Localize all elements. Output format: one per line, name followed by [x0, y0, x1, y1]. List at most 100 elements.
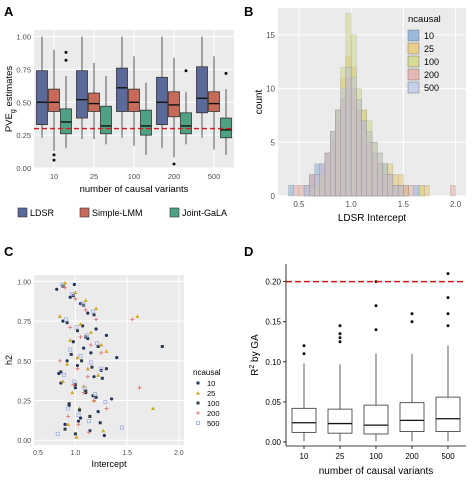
x-tick-label: 200: [168, 172, 181, 181]
scatter-point-500: [119, 425, 124, 430]
scatter-point-200: [104, 406, 109, 411]
x-tick-label: 100: [128, 172, 141, 181]
y-tick-label: 0.10: [265, 358, 281, 367]
y-axis-label-rest: by GA: [250, 334, 261, 365]
scatter-point-100: [92, 313, 96, 317]
histogram-bar-500: [382, 163, 388, 197]
box-outlier: [338, 340, 342, 344]
scatter-point-200: [81, 390, 86, 395]
scatter-point-10: [86, 311, 90, 315]
histogram-bar-500: [335, 109, 341, 197]
scatter-point-100: [78, 408, 82, 412]
box-outlier: [172, 162, 176, 166]
scatter-point-100: [59, 370, 63, 374]
y-axis-label: PVEg estimates: [4, 66, 17, 132]
x-tick-label: 1.5: [398, 200, 410, 209]
scatter-point-10: [68, 295, 72, 299]
legend-swatch: [407, 81, 420, 94]
y-tick-label: 0.00: [16, 164, 31, 173]
scatter-point-100: [75, 329, 79, 333]
y-tick-label: 0.00: [17, 438, 31, 445]
box-simple-lmm: [48, 88, 60, 112]
box-outlier: [302, 344, 306, 348]
scatter-point-500: [93, 392, 98, 397]
box-ldsr: [36, 70, 48, 126]
x-axis-label: number of causal variants: [80, 184, 189, 195]
y-axis-label-rest: estimates: [4, 66, 15, 110]
legend-label: 100: [424, 57, 439, 67]
y-tick-label: 0.15: [265, 318, 281, 327]
panel-label-c: C: [4, 244, 14, 259]
scatter-point-25: [85, 366, 90, 371]
box-outlier: [184, 69, 188, 73]
x-axis-label: Intercept: [91, 459, 127, 469]
x-tick-label: 500: [208, 172, 221, 181]
box-ldsr: [76, 70, 88, 119]
scatter-point-25: [94, 306, 99, 310]
panel-c-scatter: 0.00 0.25 0.50 0.75 1.00 0.5 1.0 1.5 2.0 h2 Interc…: [4, 275, 221, 469]
scatter-point-25: [74, 435, 79, 439]
scatter-point-500: [82, 385, 87, 390]
scatter-point-500: [64, 317, 69, 322]
scatter-point-25: [78, 322, 83, 326]
legend-label: 25: [424, 44, 434, 54]
scatter-point-500: [68, 347, 73, 352]
scatter-point-10: [75, 363, 80, 368]
histogram-bar-500: [345, 66, 352, 197]
scatter-point-25: [57, 314, 62, 318]
scatter-point-25: [135, 314, 140, 318]
scatter-point-10: [89, 351, 93, 355]
scatter-point-10: [65, 359, 69, 363]
histogram-bar-25: [424, 185, 430, 197]
x-tick-label: 10: [300, 452, 309, 461]
box: [399, 402, 425, 432]
scatter-point-500: [90, 309, 95, 314]
legend-label: Simple-LMM: [92, 208, 143, 218]
scatter-point-100: [84, 389, 88, 393]
histogram-bar-10: [413, 185, 420, 197]
y-tick-label: 0.25: [17, 399, 31, 406]
scatter-point-25: [88, 330, 93, 334]
panel-label-b: B: [244, 4, 253, 19]
scatter-point-10: [109, 397, 114, 401]
legend-marker: [196, 381, 200, 385]
scatter-point-10: [82, 346, 86, 350]
legend-swatch: [169, 207, 180, 218]
box: [291, 407, 317, 433]
scatter-point-25: [83, 298, 88, 303]
scatter-point-100: [100, 376, 104, 380]
scatter-point-100: [63, 427, 67, 431]
box-joint-gala: [140, 109, 152, 136]
y-tick-label: 15: [266, 31, 275, 40]
legend-marker: [196, 391, 200, 395]
y-axis-label-main: PVE: [4, 113, 15, 132]
x-tick-label: 200: [405, 452, 419, 461]
x-axis-label: number of causal variants: [319, 466, 434, 477]
scatter-point-200: [86, 430, 91, 435]
scatter-point-10: [102, 433, 106, 438]
histogram-bar-500: [392, 185, 399, 197]
box-outlier: [64, 50, 68, 54]
scatter-point-500: [72, 379, 77, 384]
histogram-bar-500: [350, 77, 357, 197]
box-outlier: [446, 324, 450, 328]
scatter-point-10: [94, 327, 98, 331]
scatter-point-100: [80, 359, 84, 363]
histogram-bar-500: [324, 152, 331, 197]
scatter-point-500: [62, 373, 67, 378]
panel-label-d: D: [244, 244, 253, 259]
histogram-bar-500: [361, 120, 367, 197]
legend-swatch: [407, 42, 420, 55]
y-tick-label: 0.75: [16, 65, 31, 74]
scatter-point-25: [66, 422, 71, 426]
x-tick-label: 2.0: [174, 450, 184, 457]
scatter-point-500: [86, 419, 91, 424]
scatter-point-25: [150, 406, 155, 411]
scatter-point-500: [99, 366, 104, 371]
box-outlier: [446, 272, 450, 276]
legend-marker: [195, 420, 200, 425]
scatter-point-25: [96, 373, 101, 377]
x-tick-label: 25: [336, 452, 345, 461]
box-outlier: [64, 58, 68, 62]
scatter-point-10: [73, 386, 77, 390]
